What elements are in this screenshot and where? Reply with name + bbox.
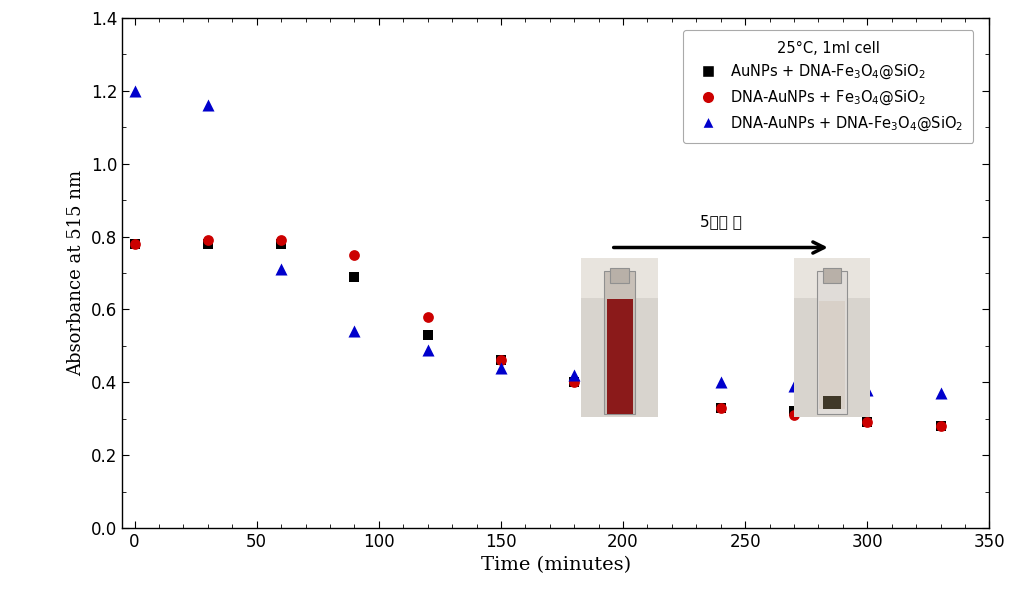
Point	[712, 377, 729, 387]
Bar	[603, 271, 634, 414]
Point	[858, 418, 874, 427]
Point	[273, 235, 289, 245]
Bar	[609, 268, 628, 283]
Point	[273, 265, 289, 274]
Bar	[822, 268, 841, 283]
Point	[931, 388, 948, 398]
X-axis label: Time (minutes): Time (minutes)	[480, 556, 631, 574]
Bar	[816, 271, 846, 414]
Point	[345, 272, 362, 281]
Bar	[793, 258, 869, 298]
Point	[858, 385, 874, 394]
Y-axis label: Absorbance at 515 nm: Absorbance at 515 nm	[67, 170, 86, 376]
Point	[639, 374, 655, 383]
Bar	[606, 299, 632, 414]
Point	[931, 421, 948, 431]
Point	[639, 392, 655, 401]
Point	[566, 377, 582, 387]
Point	[639, 396, 655, 406]
Point	[566, 370, 582, 380]
Point	[785, 381, 801, 391]
Point	[273, 239, 289, 248]
Point	[200, 101, 216, 110]
Point	[858, 418, 874, 427]
Point	[200, 239, 216, 248]
Point	[492, 356, 508, 365]
Bar	[822, 397, 841, 409]
Point	[785, 407, 801, 416]
Point	[345, 326, 362, 336]
Point	[785, 410, 801, 420]
Text: 5시간 후: 5시간 후	[699, 214, 741, 229]
Point	[126, 239, 143, 248]
Point	[419, 344, 435, 354]
Point	[492, 356, 508, 365]
Point	[712, 403, 729, 413]
Point	[345, 250, 362, 260]
Legend: AuNPs + DNA-Fe$_3$O$_4$@SiO$_2$, DNA-AuNPs + Fe$_3$O$_4$@SiO$_2$, DNA-AuNPs + DN: AuNPs + DNA-Fe$_3$O$_4$@SiO$_2$, DNA-AuN…	[683, 31, 972, 143]
Point	[419, 312, 435, 322]
Bar	[818, 301, 844, 409]
Point	[126, 239, 143, 248]
Bar	[581, 258, 657, 298]
Point	[419, 330, 435, 340]
Point	[566, 377, 582, 387]
Point	[492, 363, 508, 373]
Point	[712, 403, 729, 413]
Point	[931, 421, 948, 431]
Point	[126, 86, 143, 95]
Point	[200, 235, 216, 245]
